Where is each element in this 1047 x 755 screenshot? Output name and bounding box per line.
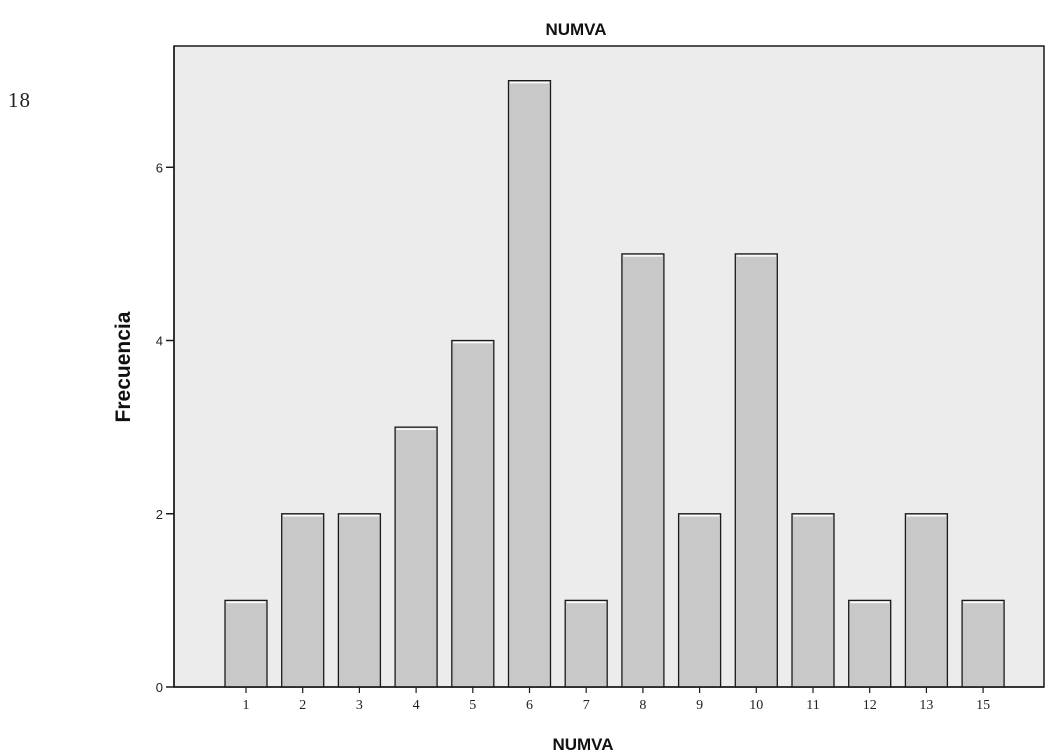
y-tick-label-4: 4: [156, 334, 163, 349]
bar-15: [961, 599, 1005, 688]
y-tick-label-6: 6: [156, 160, 163, 175]
bar-7: [564, 599, 608, 688]
bar-4: [394, 426, 438, 688]
x-tick-label-1: 1: [243, 698, 250, 713]
y-axis-label: Frecuencia: [112, 311, 135, 422]
bar-10: [734, 253, 778, 688]
bar-2: [281, 513, 325, 688]
x-tick-label-3: 3: [356, 698, 363, 713]
bar-3: [337, 513, 382, 688]
y-tick-label-2: 2: [156, 507, 163, 522]
bar-1: [224, 599, 268, 688]
bar-9: [677, 513, 722, 688]
x-tick-label-12: 12: [863, 698, 877, 713]
bars-layer: [224, 79, 1005, 688]
y-tick-label-0: 0: [156, 680, 163, 695]
bar-6: [507, 79, 552, 688]
x-tick-label-10: 10: [749, 698, 763, 713]
x-tick-label-15: 15: [976, 698, 990, 713]
chart-title: NUMVA: [545, 20, 606, 39]
x-tick-label-9: 9: [696, 698, 703, 713]
bar-8: [621, 253, 665, 688]
bar-12: [848, 599, 892, 688]
bar-11: [791, 513, 835, 688]
bar-5: [451, 339, 495, 688]
x-tick-label-8: 8: [639, 698, 646, 713]
bar-13: [904, 513, 949, 688]
x-tick-label-5: 5: [469, 698, 476, 713]
x-tick-label-13: 13: [919, 698, 933, 713]
x-tick-label-7: 7: [583, 698, 590, 713]
x-tick-label-6: 6: [526, 698, 533, 713]
x-tick-label-4: 4: [413, 698, 420, 713]
x-axis-label: NUMVA: [552, 735, 613, 754]
x-tick-label-11: 11: [806, 698, 819, 713]
x-tick-label-2: 2: [299, 698, 306, 713]
page-number: 18: [8, 88, 31, 112]
